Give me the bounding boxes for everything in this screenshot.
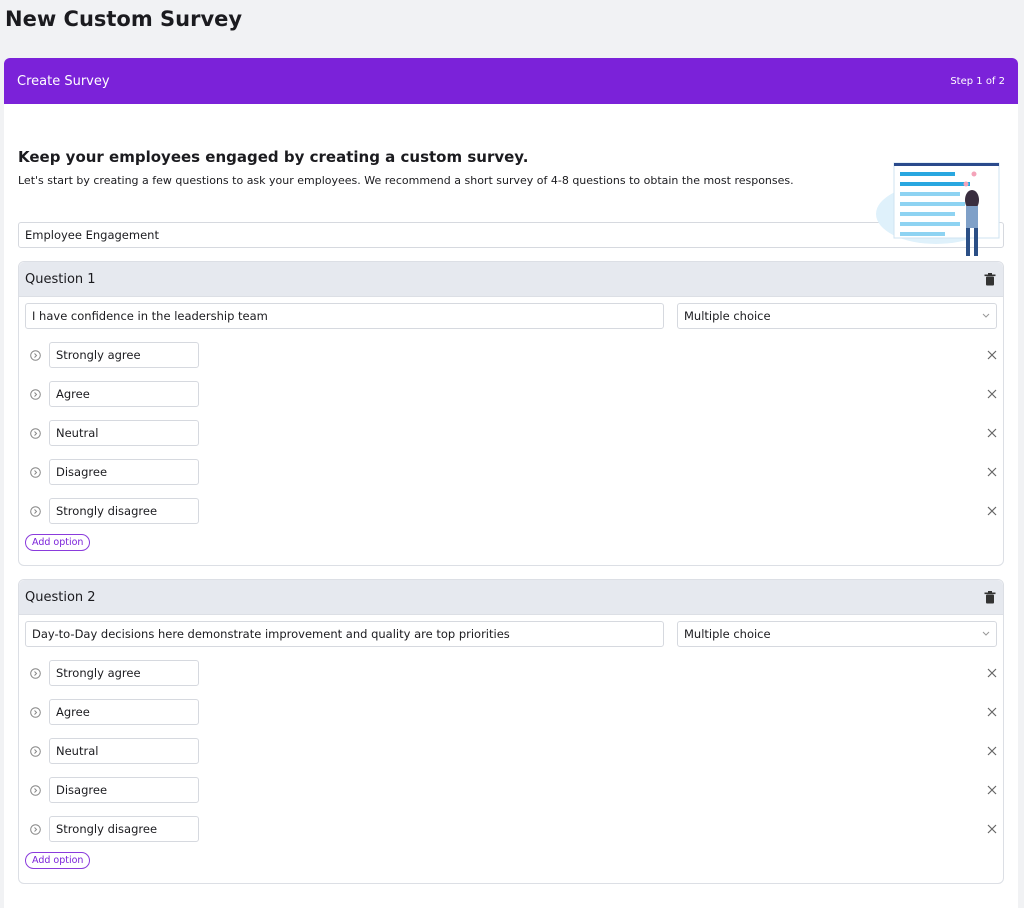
- add-option-button[interactable]: Add option: [25, 534, 91, 551]
- dropdown-chevron-icon: [982, 313, 990, 318]
- question-text-input[interactable]: I have confidence in the leadership team: [25, 303, 664, 329]
- remove-option[interactable]: [987, 506, 997, 516]
- option-marker-icon: [30, 667, 41, 679]
- option-row: Disagree: [19, 459, 1003, 485]
- option-input[interactable]: Disagree: [49, 777, 199, 803]
- option-marker: [30, 427, 41, 439]
- dropdown-chevron: [982, 631, 990, 637]
- option-row: Agree: [19, 381, 1003, 407]
- remove-option-icon: [987, 506, 997, 516]
- option-input[interactable]: Neutral: [49, 420, 199, 446]
- option-marker: [30, 784, 41, 796]
- delete-question[interactable]: [984, 272, 996, 286]
- option-marker: [30, 349, 41, 361]
- option-marker: [30, 466, 41, 478]
- question-header: Question 1: [19, 262, 1003, 297]
- option-input[interactable]: Disagree: [49, 459, 199, 485]
- remove-option-icon: [987, 824, 997, 834]
- illustration: [876, 162, 1000, 256]
- option-marker-icon: [30, 505, 41, 517]
- remove-option-icon: [987, 707, 997, 717]
- question-type: Multiple choice: [684, 309, 771, 323]
- heading: Keep your employees engaged by creating …: [18, 148, 529, 166]
- question-card: Question 2 Day-to-Day decisions here demo…: [18, 579, 1004, 884]
- remove-option[interactable]: [987, 824, 997, 834]
- question-row: I have confidence in the leadership team…: [19, 297, 1003, 329]
- remove-option-icon: [987, 350, 997, 360]
- delete-question[interactable]: [984, 590, 996, 604]
- delete-question-icon: [984, 590, 996, 603]
- option-marker: [30, 667, 41, 679]
- remove-option-icon: [987, 668, 997, 678]
- question-header: Question 2: [19, 580, 1003, 615]
- page-title: New Custom Survey: [5, 7, 243, 31]
- option-input[interactable]: Agree: [49, 699, 199, 725]
- question-label: Question 1: [25, 271, 96, 287]
- description: Let's start by creating a few questions …: [18, 174, 794, 187]
- remove-option[interactable]: [987, 467, 997, 477]
- card-body: Keep your employees engaged by creating …: [4, 148, 1018, 884]
- option-marker: [30, 388, 41, 400]
- card: Create Survey Step 1 of 2 Keep your empl…: [4, 58, 1018, 908]
- option-input[interactable]: Strongly disagree: [49, 498, 199, 524]
- question-type-select[interactable]: Multiple choice: [677, 621, 997, 647]
- option-row: Disagree: [19, 777, 1003, 803]
- question-type: Multiple choice: [684, 627, 771, 641]
- card-title: Create Survey: [17, 73, 110, 89]
- remove-option[interactable]: [987, 668, 997, 678]
- option-marker-icon: [30, 823, 41, 835]
- question-card: Question 1 I have confidence in the leade…: [18, 261, 1004, 566]
- question-row: Day-to-Day decisions here demonstrate im…: [19, 615, 1003, 647]
- option-row: Agree: [19, 699, 1003, 725]
- option-row: Strongly agree: [19, 660, 1003, 686]
- option-marker-icon: [30, 388, 41, 400]
- remove-option-icon: [987, 785, 997, 795]
- option-marker-icon: [30, 784, 41, 796]
- option-marker: [30, 505, 41, 517]
- option-input[interactable]: Strongly disagree: [49, 816, 199, 842]
- option-row: Strongly disagree: [19, 498, 1003, 524]
- remove-option[interactable]: [987, 389, 997, 399]
- option-input[interactable]: Strongly agree: [49, 342, 199, 368]
- option-row: Strongly disagree: [19, 816, 1003, 842]
- option-marker: [30, 823, 41, 835]
- remove-option-icon: [987, 428, 997, 438]
- question-type-select[interactable]: Multiple choice: [677, 303, 997, 329]
- option-marker: [30, 706, 41, 718]
- add-option-button[interactable]: Add option: [25, 852, 91, 869]
- remove-option[interactable]: [987, 350, 997, 360]
- dropdown-chevron-icon: [982, 631, 990, 636]
- option-marker-icon: [30, 706, 41, 718]
- remove-option[interactable]: [987, 785, 997, 795]
- remove-option-icon: [987, 746, 997, 756]
- remove-option-icon: [987, 389, 997, 399]
- remove-option[interactable]: [987, 746, 997, 756]
- option-marker-icon: [30, 349, 41, 361]
- delete-question-icon: [984, 272, 996, 285]
- step-indicator: Step 1 of 2: [950, 75, 1005, 87]
- option-input[interactable]: Agree: [49, 381, 199, 407]
- remove-option[interactable]: [987, 428, 997, 438]
- option-row: Strongly agree: [19, 342, 1003, 368]
- option-row: Neutral: [19, 738, 1003, 764]
- card-header: Create Survey Step 1 of 2: [4, 58, 1018, 104]
- option-marker-icon: [30, 427, 41, 439]
- dropdown-chevron: [982, 313, 990, 319]
- question-text-input[interactable]: Day-to-Day decisions here demonstrate im…: [25, 621, 664, 647]
- option-row: Neutral: [19, 420, 1003, 446]
- option-input[interactable]: Strongly agree: [49, 660, 199, 686]
- option-marker: [30, 745, 41, 757]
- option-input[interactable]: Neutral: [49, 738, 199, 764]
- survey-name-input[interactable]: Employee Engagement: [18, 222, 1004, 248]
- option-marker-icon: [30, 466, 41, 478]
- question-label: Question 2: [25, 589, 96, 605]
- remove-option[interactable]: [987, 707, 997, 717]
- option-marker-icon: [30, 745, 41, 757]
- remove-option-icon: [987, 467, 997, 477]
